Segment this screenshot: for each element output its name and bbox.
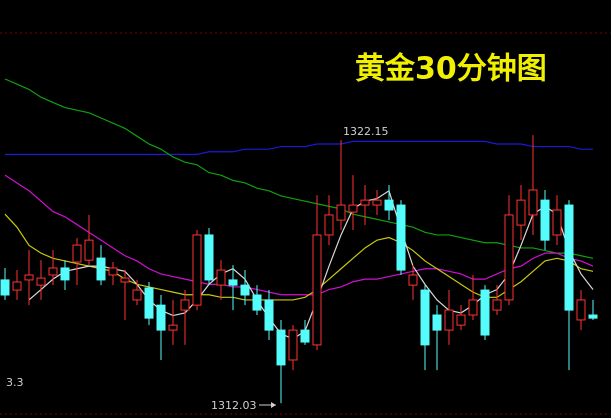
candles bbox=[0, 135, 598, 404]
ma-line bbox=[5, 140, 593, 155]
candle-body bbox=[180, 299, 190, 311]
candle-body bbox=[216, 269, 226, 286]
candle-body bbox=[0, 279, 10, 296]
ma-line bbox=[4, 78, 594, 259]
candle-body bbox=[588, 314, 598, 319]
candle-body bbox=[576, 299, 586, 321]
candle-body bbox=[504, 214, 514, 301]
candle-body bbox=[132, 289, 142, 301]
candle-body bbox=[324, 214, 334, 236]
candle-body bbox=[468, 299, 478, 316]
candle-body bbox=[84, 239, 94, 261]
candle-body bbox=[312, 234, 322, 346]
candle-body bbox=[108, 267, 118, 276]
candle-body bbox=[384, 199, 394, 211]
low-arrow-head bbox=[271, 402, 276, 408]
candle-body bbox=[420, 289, 430, 346]
candle-body bbox=[552, 209, 562, 236]
candle-body bbox=[408, 274, 418, 286]
candle-body bbox=[264, 299, 274, 331]
candle-body bbox=[228, 279, 238, 286]
candle-body bbox=[480, 289, 490, 336]
candle-body bbox=[156, 304, 166, 331]
candle-body bbox=[276, 329, 286, 366]
candle-body bbox=[492, 299, 502, 311]
candle-body bbox=[336, 204, 346, 221]
candle-body bbox=[192, 234, 202, 306]
candle-body bbox=[564, 204, 574, 311]
candle-body bbox=[96, 257, 106, 281]
candle-body bbox=[204, 234, 214, 281]
candle-body bbox=[72, 244, 82, 263]
candle-body bbox=[168, 324, 178, 331]
candle-body bbox=[144, 287, 154, 319]
chart-title: 黄金30分钟图 bbox=[355, 52, 547, 87]
candle-body bbox=[48, 267, 58, 276]
candle-body bbox=[396, 204, 406, 271]
candle-body bbox=[252, 294, 262, 311]
candle-body bbox=[300, 329, 310, 343]
candle-body bbox=[120, 277, 130, 283]
candle-body bbox=[528, 189, 538, 216]
edge-label: 3.3 bbox=[6, 376, 24, 389]
candle-body bbox=[372, 199, 382, 206]
candle-body bbox=[360, 199, 370, 206]
ma-line bbox=[28, 189, 594, 340]
candle-body bbox=[240, 284, 250, 296]
candle-body bbox=[516, 199, 526, 226]
candle-body bbox=[540, 199, 550, 241]
candle-body bbox=[288, 329, 298, 361]
candle-body bbox=[444, 309, 454, 331]
low-label: 1312.03 bbox=[211, 399, 257, 412]
candle-body bbox=[348, 204, 358, 213]
candle-body bbox=[24, 274, 34, 281]
candle-body bbox=[456, 314, 466, 326]
candle-body bbox=[36, 277, 46, 286]
candle-body bbox=[60, 267, 70, 281]
ma-line bbox=[4, 174, 594, 296]
candle-body bbox=[432, 314, 442, 331]
high-label: 1322.15 bbox=[343, 125, 389, 138]
candle-body bbox=[12, 281, 22, 291]
moving-averages bbox=[4, 78, 594, 340]
